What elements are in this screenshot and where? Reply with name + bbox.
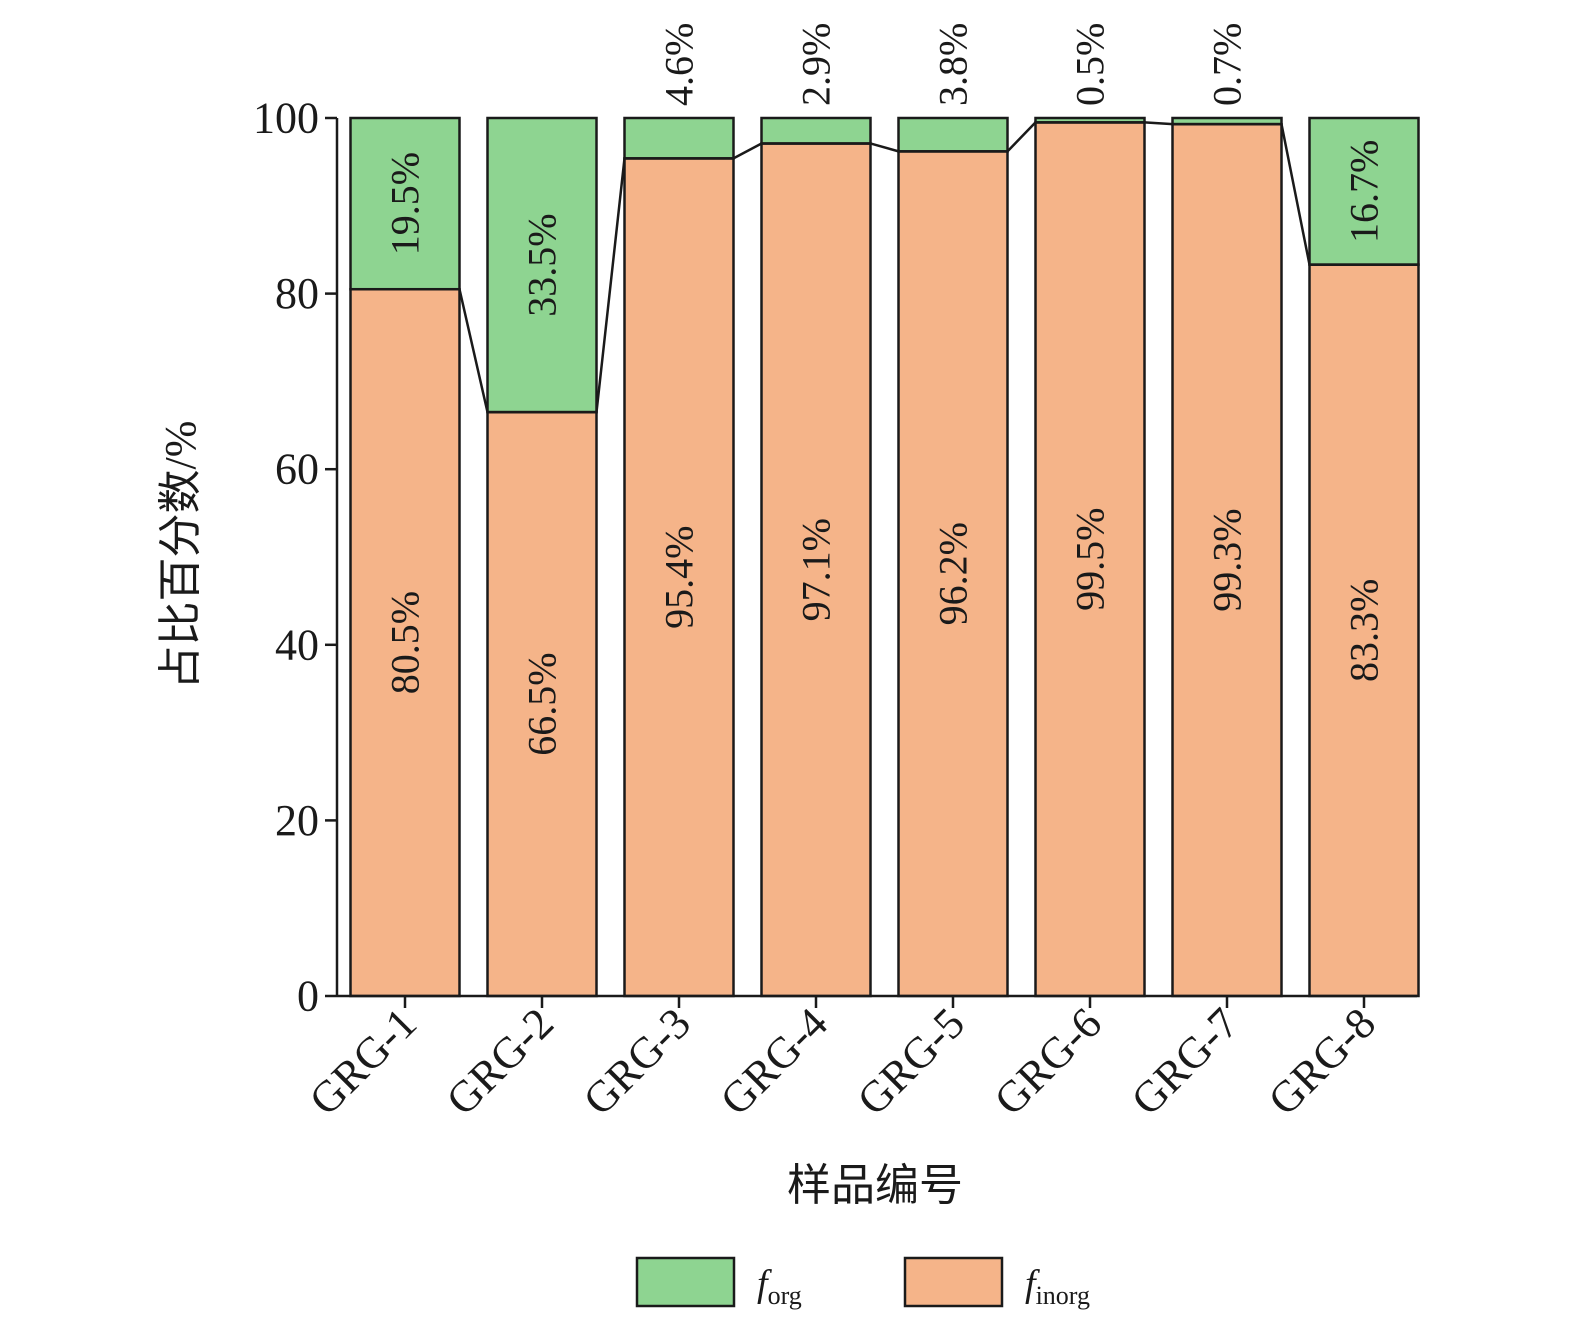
x-tick-label-7: GRG-7	[1122, 998, 1248, 1124]
bar-label-inorg-8: 83.3%	[1342, 579, 1387, 682]
bar-org-4	[760, 116, 872, 145]
legend-label-org: forg	[757, 1263, 802, 1310]
x-axis-title: 样品编号	[787, 1161, 963, 1210]
x-tick-label-8: GRG-8	[1259, 998, 1385, 1124]
bar-label-inorg-3: 95.4%	[657, 526, 702, 629]
bar-org-8	[1308, 116, 1420, 266]
x-tick-label-5: GRG-5	[848, 998, 974, 1124]
bar-inorg-1	[349, 287, 461, 998]
legend-swatch-org	[635, 1256, 736, 1308]
connector-layer	[350, 121, 1419, 414]
bar-label-inorg-2: 66.5%	[520, 652, 565, 755]
bar-label-inorg-1: 80.5%	[383, 591, 428, 694]
y-tick-label-40: 40	[275, 620, 319, 669]
x-tick-label-4: GRG-4	[711, 998, 837, 1124]
y-tick-label-0: 0	[297, 972, 319, 1021]
bar-label-org-1: 19.5%	[383, 152, 428, 255]
bar-labels-layer: 80.5% 19.5% 66.5% 33.5% 95.4% 4.6% 97.1% 2.9% 96…	[383, 23, 1387, 756]
bar-org-1	[349, 116, 461, 291]
bar-inorg-7	[1171, 122, 1283, 998]
x-tick-label-6: GRG-6	[985, 998, 1111, 1124]
connector-line	[350, 121, 1419, 414]
bars-layer	[349, 116, 1420, 998]
bar-org-5	[897, 116, 1009, 153]
bar-label-inorg-6: 99.5%	[1068, 508, 1113, 611]
bar-label-inorg-4: 97.1%	[794, 518, 839, 621]
bar-label-org-5: 3.8%	[931, 23, 976, 106]
bar-label-org-2: 33.5%	[520, 213, 565, 316]
x-tick-label-3: GRG-3	[574, 998, 700, 1124]
bar-label-inorg-5: 96.2%	[931, 522, 976, 625]
y-tick-label-100: 100	[253, 94, 319, 143]
bar-label-org-7: 0.7%	[1205, 23, 1250, 106]
legend-swatch-inorg	[903, 1256, 1004, 1308]
bar-org-2	[486, 116, 598, 414]
y-tick-label-20: 20	[275, 796, 319, 845]
bar-label-org-4: 2.9%	[794, 23, 839, 106]
bar-label-org-6: 0.5%	[1068, 23, 1113, 106]
bar-label-org-8: 16.7%	[1342, 140, 1387, 243]
bar-inorg-4	[760, 142, 872, 998]
legend: forg finorg	[635, 1256, 1090, 1310]
bar-inorg-8	[1308, 263, 1420, 998]
bar-org-3	[623, 116, 735, 160]
bar-inorg-3	[623, 157, 735, 998]
y-axis-title: 占比百分数/%	[156, 421, 205, 690]
legend-label-inorg: finorg	[1025, 1263, 1090, 1310]
bar-label-org-3: 4.6%	[657, 23, 702, 106]
x-tick-label-2: GRG-2	[437, 998, 563, 1124]
bar-inorg-6	[1034, 121, 1146, 998]
bar-label-inorg-7: 99.3%	[1205, 508, 1250, 611]
y-tick-label-60: 60	[275, 445, 319, 494]
y-tick-label-80: 80	[275, 269, 319, 318]
